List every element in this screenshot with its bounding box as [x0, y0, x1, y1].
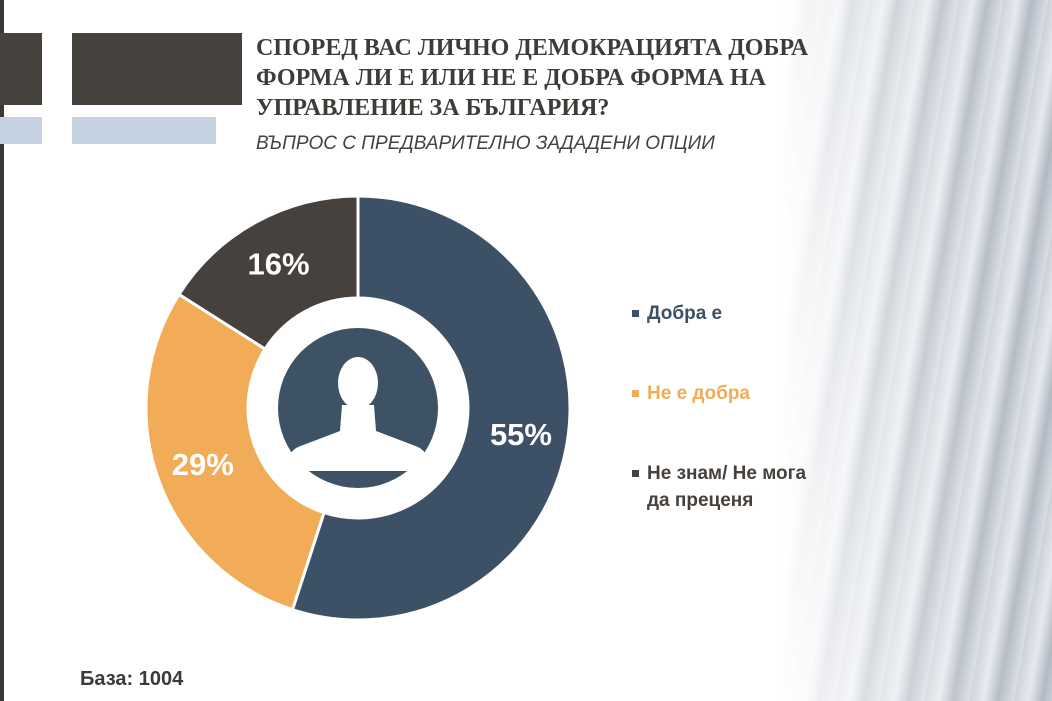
legend-swatch-3: [632, 470, 639, 477]
legend-label-3: Не знам/ Не мога да преценя: [647, 463, 807, 511]
left-edge-bar: [0, 0, 4, 701]
slice-label-3: 16%: [247, 246, 309, 281]
legend-label-1: Добра е: [647, 303, 723, 324]
legend-swatch-1: [632, 310, 639, 317]
chart-subtitle: ВЪПРОС С ПРЕДВАРИТЕЛНО ЗАДАДЕНИ ОПЦИИ: [256, 133, 715, 154]
legend-item-3: Не знам/ Не мога да преценя: [632, 460, 852, 514]
legend-label-2: Не е добра: [647, 383, 750, 404]
header-dark-block-right: [72, 33, 242, 105]
pie-slice-1: [290, 195, 572, 622]
slice-label-2: 29%: [172, 447, 234, 482]
legend-item-1: Добра е: [632, 300, 852, 327]
header-dark-block-left: [0, 33, 42, 105]
slice-label-1: 55%: [490, 417, 552, 452]
legend-item-2: Не е добра: [632, 380, 852, 407]
donut-chart: 55% 29% 16%: [144, 195, 572, 622]
base-label: База: 1004: [80, 668, 184, 690]
legend-swatch-2: [632, 390, 639, 397]
header-light-block-right: [72, 117, 216, 144]
pie-slice-3: [176, 195, 360, 352]
header-light-block-left: [0, 117, 42, 144]
background-photo: [780, 0, 1052, 701]
chart-title: СПОРЕД ВАС ЛИЧНО ДЕМОКРАЦИЯТА ДОБРА ФОРМ…: [256, 35, 809, 121]
person-silhouette-icon: [286, 357, 430, 471]
pie-slice-2: [144, 292, 326, 612]
